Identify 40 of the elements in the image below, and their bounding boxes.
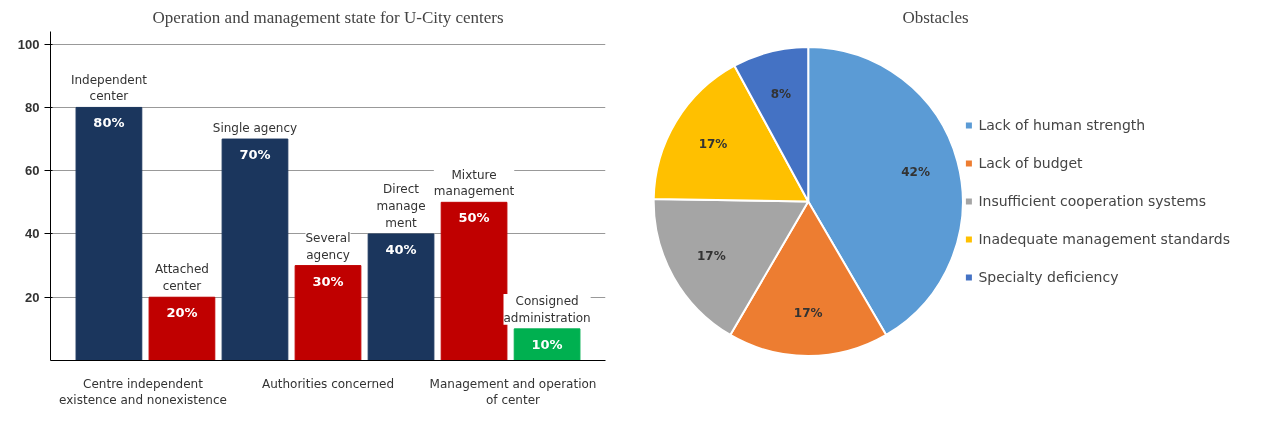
text: Authorities concerned (261, 376, 395, 391)
data-label: 20% (166, 305, 198, 321)
data-label: 30% (312, 273, 344, 289)
bar (294, 265, 362, 361)
x-tick-label: Attached center (154, 262, 209, 294)
data-label: 42% (901, 165, 931, 180)
x-tick-label: Mixture management (433, 167, 515, 199)
x-tick-label: Direct manage ment (376, 182, 426, 230)
data-label: 50% (458, 210, 490, 226)
y-tick-label: 80 (25, 99, 40, 115)
legend-label: Lack of human strength (978, 117, 1146, 133)
chart-title: Operation and management state for U-City centers (152, 7, 504, 27)
y-tick-label: 100 (17, 36, 40, 52)
x-tick-label: Consigned administration (503, 294, 591, 325)
text: Management and operation of center (429, 376, 597, 408)
bar (513, 328, 581, 361)
data-label: 17% (793, 305, 823, 320)
chart-title: Obstacles (902, 7, 969, 27)
legend-label: Insufficient cooperation systems (978, 193, 1206, 209)
bar (75, 106, 143, 361)
data-label: 40% (385, 241, 417, 257)
data-label: 17% (698, 136, 728, 151)
x-tick-label: Independent center (70, 72, 148, 104)
y-tick-label: 20 (25, 289, 40, 305)
text: Centre independent existence and nonexistence (59, 376, 227, 408)
bar (367, 233, 435, 361)
data-label: 10% (531, 336, 563, 352)
data-label: 8% (770, 86, 792, 101)
bar (221, 138, 289, 361)
legend-label: Inadequate management standards (978, 231, 1230, 247)
data-label: 70% (239, 147, 271, 163)
y-tick-label: 60 (25, 163, 40, 179)
legend-label: Lack of budget (978, 155, 1083, 171)
data-label: 80% (93, 115, 125, 131)
x-tick-label: Several agency (305, 230, 351, 262)
legend-label: Specialty deficiency (978, 269, 1119, 285)
y-tick-label: 40 (25, 226, 40, 242)
x-tick-label: Single agency (212, 121, 298, 136)
data-label: 17% (696, 249, 726, 264)
bar (148, 296, 216, 361)
